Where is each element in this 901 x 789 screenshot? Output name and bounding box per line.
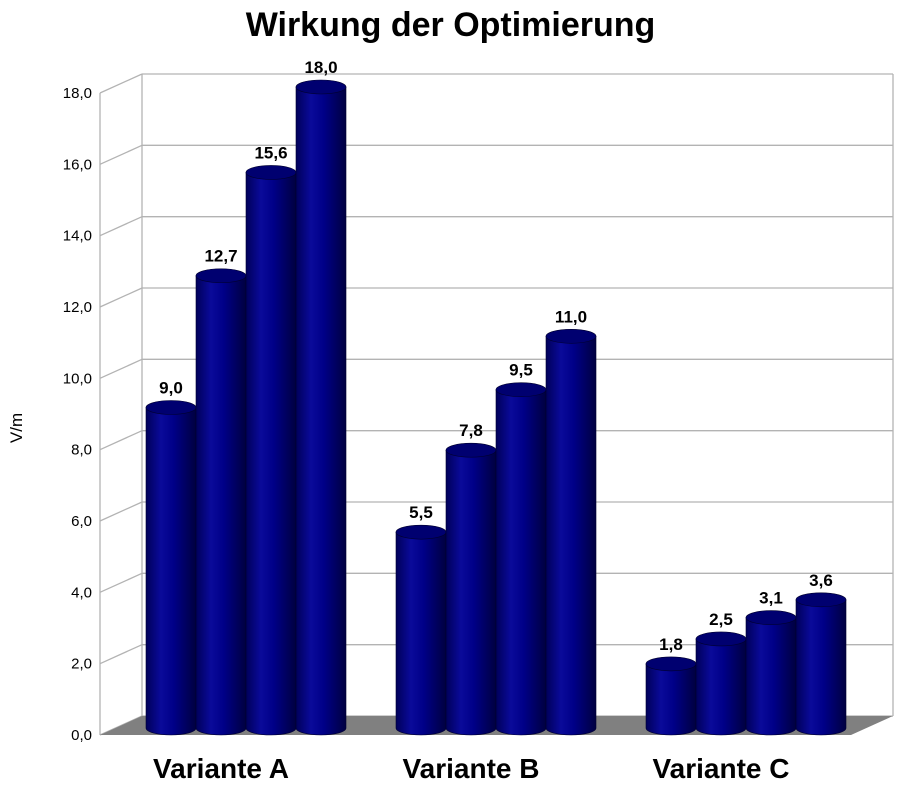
y-tick-label: 0,0	[71, 727, 92, 744]
side-gridline	[99, 644, 143, 665]
category-label: Variante B	[403, 753, 540, 784]
bar	[745, 610, 797, 736]
data-labels: 9,0 12,7 15,6 18,0 5,5 7,8 9,5 11,0 1,8 2,5 3,1 3,6	[159, 58, 833, 654]
bar	[645, 656, 697, 736]
data-label: 3,1	[759, 589, 783, 608]
bar-body	[395, 531, 447, 736]
bar-body	[795, 599, 847, 736]
data-label: 18,0	[304, 58, 337, 77]
bar-body	[195, 275, 247, 736]
y-tick-label: 6,0	[71, 513, 92, 530]
bar-body	[645, 663, 697, 736]
y-tick-label: 4,0	[71, 584, 92, 601]
data-label: 7,8	[459, 421, 483, 440]
bar	[245, 165, 297, 736]
y-tick-label: 16,0	[63, 156, 92, 173]
bar-body	[545, 335, 597, 736]
y-tick-label: 18,0	[63, 85, 92, 102]
chart-title: Wirkung der Optimierung	[245, 6, 656, 44]
bar	[795, 592, 847, 736]
bar-top	[545, 328, 597, 344]
x-axis-categories: Variante A Variante B Variante C	[153, 753, 789, 784]
data-label: 1,8	[659, 635, 683, 654]
bar	[445, 442, 497, 736]
side-gridline	[99, 144, 143, 165]
y-tick-label: 2,0	[71, 656, 92, 673]
bar	[295, 79, 347, 736]
side-gridline	[99, 358, 143, 379]
data-label: 2,5	[709, 610, 733, 629]
y-axis-title: V/m	[7, 413, 26, 443]
y-tick-label: 8,0	[71, 442, 92, 459]
bar-top	[145, 400, 197, 415]
data-label: 9,0	[159, 379, 183, 398]
bar-top	[295, 79, 347, 95]
bar-top	[395, 524, 447, 540]
bar	[545, 328, 597, 736]
bar	[195, 268, 247, 736]
bar-top	[795, 592, 847, 608]
bar-body	[495, 389, 547, 736]
side-gridline	[99, 287, 143, 308]
y-axis-ticks: 0,0 2,0 4,0 6,0 8,0 10,0 12,0 14,0 16,0 18,0	[63, 85, 92, 744]
bar-top	[195, 268, 247, 284]
side-gridline	[99, 216, 143, 237]
data-label: 11,0	[555, 307, 587, 326]
data-label: 15,6	[254, 143, 287, 162]
side-gridline	[99, 73, 143, 94]
bar-top	[695, 631, 747, 647]
y-tick-label: 14,0	[63, 228, 92, 245]
side-gridline	[99, 572, 143, 593]
category-label: Variante C	[653, 753, 790, 784]
y-tick-label: 10,0	[63, 370, 92, 387]
data-label: 5,5	[409, 503, 433, 522]
bar-top	[745, 610, 797, 625]
bar-body	[295, 86, 347, 736]
data-label: 3,6	[809, 571, 833, 590]
category-label: Variante A	[153, 753, 289, 784]
bars	[145, 79, 847, 736]
data-label: 12,7	[204, 247, 237, 266]
side-gridline	[99, 430, 143, 451]
bar-body	[445, 449, 497, 736]
bar	[145, 400, 197, 736]
bar-body	[745, 617, 797, 736]
bar-top	[445, 442, 497, 458]
bar-body	[695, 638, 747, 736]
bar-body	[245, 172, 297, 736]
bar	[495, 382, 547, 736]
bar	[395, 524, 447, 736]
side-gridline	[99, 501, 143, 522]
bar-body	[145, 407, 197, 736]
bar	[695, 631, 747, 736]
y-tick-label: 12,0	[63, 299, 92, 316]
bar-top	[645, 656, 697, 672]
data-label: 9,5	[509, 361, 533, 380]
bar-top	[245, 165, 297, 180]
bar-top	[495, 382, 547, 397]
